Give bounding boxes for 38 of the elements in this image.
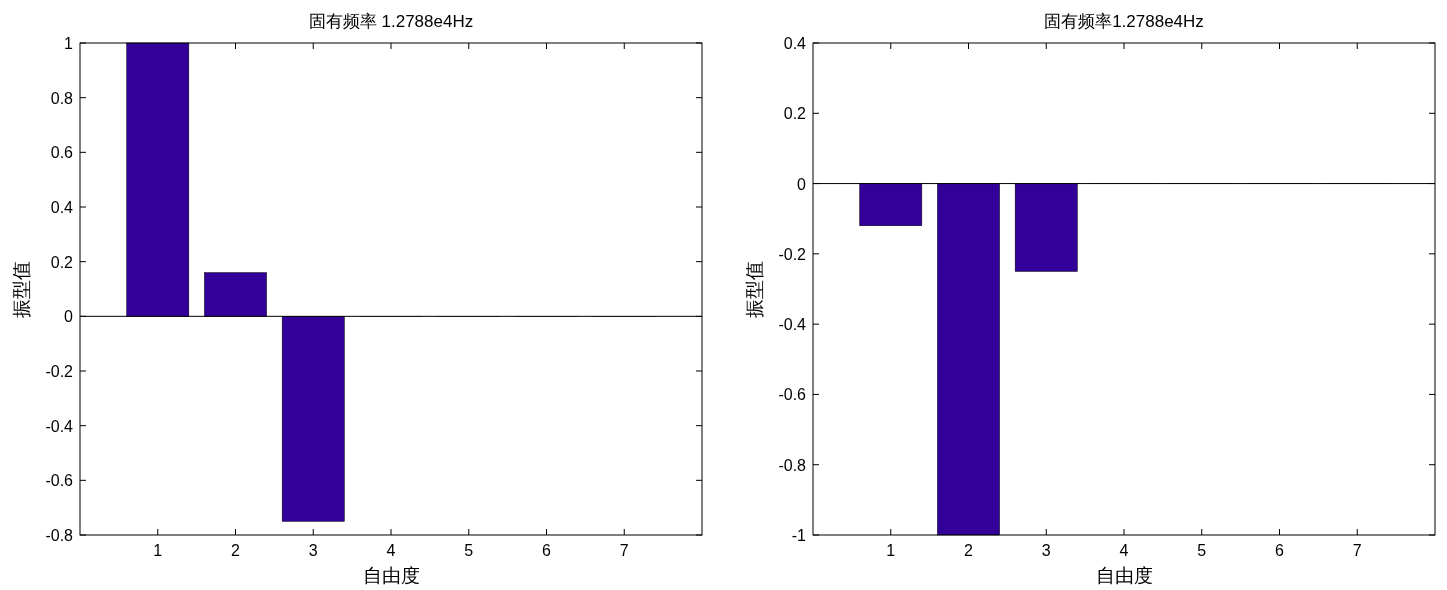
x-tick-label: 7: [619, 542, 629, 559]
y-tick-label: -0.4: [778, 316, 807, 334]
chart-title: 固有频率1.2788e4Hz: [1044, 12, 1204, 31]
x-tick-label: 4: [1119, 542, 1129, 559]
x-tick-label: 2: [964, 542, 974, 559]
x-axis-title: 自由度: [1095, 565, 1153, 586]
x-tick-label: 3: [1041, 542, 1051, 559]
x-tick-label: 6: [542, 542, 552, 559]
x-tick-label: 6: [1275, 542, 1285, 559]
x-tick-label: 4: [386, 542, 396, 559]
y-tick-label: -0.2: [45, 363, 74, 380]
y-tick-label: -0.6: [778, 386, 807, 404]
y-tick-label: -0.4: [45, 417, 74, 435]
x-tick-label: 3: [308, 542, 318, 559]
y-tick-label: 0.2: [50, 253, 74, 271]
y-tick-label: 0: [797, 175, 807, 193]
y-tick-label: 0.8: [50, 89, 74, 107]
x-tick-label: 5: [1197, 542, 1207, 559]
y-tick-label: 0.4: [783, 35, 807, 52]
y-tick-label: 0.6: [50, 144, 74, 162]
y-tick-label: -0.8: [45, 527, 74, 544]
x-axis-title: 自由度: [362, 565, 420, 586]
y-tick-label: -0.6: [45, 472, 74, 490]
y-axis-title: 振型值: [744, 260, 765, 318]
x-tick-label: 1: [153, 542, 163, 559]
y-tick-label: 1: [64, 35, 74, 52]
y-tick-label: -1: [791, 527, 807, 544]
y-tick-label: -0.2: [778, 245, 807, 263]
y-tick-label: 0: [64, 308, 74, 326]
x-tick-label: 1: [886, 542, 896, 559]
x-tick-label: 7: [1352, 542, 1362, 559]
chart-title: 固有频率 1.2788e4Hz: [308, 12, 474, 31]
x-tick-label: 5: [464, 542, 474, 559]
y-tick-label: 0.4: [50, 199, 74, 216]
y-axis-title: 振型值: [11, 260, 32, 318]
y-tick-label: 0.2: [783, 105, 807, 123]
x-tick-label: 2: [231, 542, 241, 559]
y-tick-label: -0.8: [778, 456, 807, 474]
